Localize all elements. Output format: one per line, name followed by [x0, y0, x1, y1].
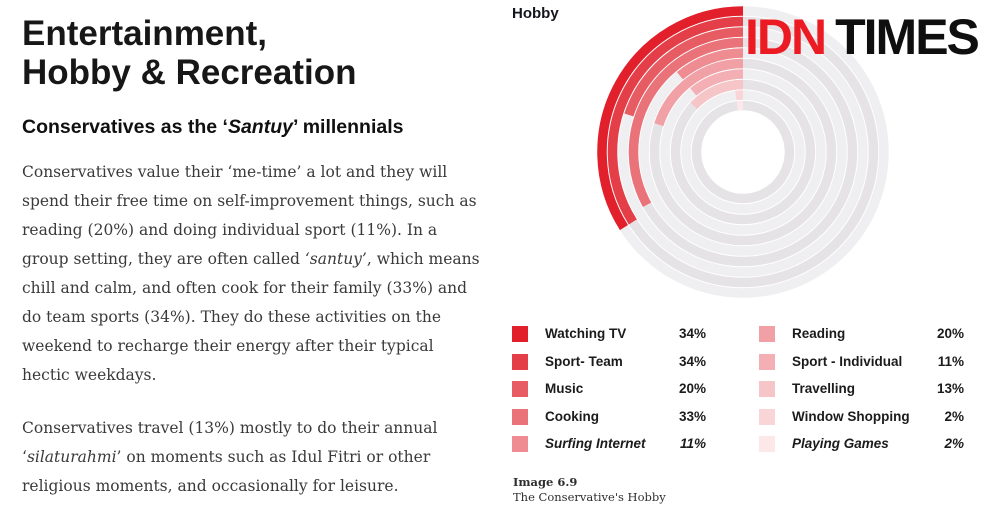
legend-label: Travelling: [792, 381, 856, 396]
page-subtitle: Conservatives as the ‘Santuy’ millennial…: [22, 115, 480, 139]
legend-swatch: [759, 353, 775, 370]
ring-track: [681, 90, 805, 214]
ring-arc: [690, 69, 744, 96]
text-segment: ‘santuy’: [304, 250, 367, 268]
legend-value: 34%: [678, 326, 706, 341]
legend-swatch: [512, 326, 528, 342]
legend-item: Reading 20%: [759, 326, 964, 342]
legend-value: 11%: [679, 436, 706, 451]
legend-label: Music: [545, 381, 584, 396]
legend-label: Playing Games: [792, 436, 889, 451]
legend-label: Reading: [792, 326, 846, 341]
page-title-line-1: Entertainment,: [22, 14, 268, 53]
caption-subtitle: The Conservative's Hobby: [513, 490, 666, 504]
legend-value: 20%: [678, 381, 706, 396]
legend-swatch: [512, 381, 528, 397]
legend-label: Sport - Individual: [792, 353, 903, 369]
legend-item: Travelling 13%: [759, 381, 964, 397]
legend-item: Sport - Individual 11%: [759, 353, 964, 370]
legend-value: 2%: [944, 436, 964, 451]
legend-value: 13%: [936, 381, 964, 396]
ring-arc: [597, 6, 744, 231]
text-segment: Conservatives as the ‘: [22, 116, 228, 138]
ring-arc: [624, 27, 744, 117]
legend-column-1: Watching TV 34% Sport- Team 34% Music 20% Cook…: [512, 326, 706, 464]
legend-item: Surfing Internet 11%: [512, 436, 706, 452]
ring-arc: [676, 48, 744, 80]
text-segment: silaturahmi: [26, 448, 117, 466]
legend-item: Music 20%: [512, 381, 706, 397]
text-segment: ’ on moments such as Idul Fitri or other…: [22, 448, 431, 495]
text-segment: Conservatives value their ‘me-time’ a lo…: [22, 163, 477, 268]
legend-label: Sport- Team: [545, 353, 623, 369]
legend-label: Surfing Internet: [545, 436, 646, 451]
page-title: Entertainment, Hobby & Recreation: [22, 14, 480, 92]
caption-title: Image 6.9: [513, 475, 578, 489]
legend-swatch: [512, 436, 528, 452]
legend-value: 11%: [937, 353, 964, 369]
legend-value: 34%: [678, 353, 706, 369]
legend-item: Cooking 33%: [512, 408, 706, 425]
body-paragraph: Conservatives travel (13%) mostly to do …: [22, 414, 480, 501]
chart-title: Hobby: [512, 5, 559, 22]
legend-swatch: [759, 326, 775, 342]
legend-item: Sport- Team 34%: [512, 353, 706, 370]
legend-label: Cooking: [545, 408, 599, 424]
legend-column-2: Reading 20% Sport - Individual 11% Travellin…: [759, 326, 964, 464]
text-segment: ’ millennials: [292, 116, 404, 138]
logo-times-text: TIMES: [835, 9, 980, 65]
legend-swatch: [512, 353, 528, 370]
article-column: Entertainment, Hobby & Recreation Conser…: [22, 14, 480, 521]
legend-item: Watching TV 34%: [512, 326, 706, 342]
legend-swatch: [512, 408, 528, 425]
hobby-radial-chart: [597, 6, 889, 298]
legend-value: 20%: [936, 326, 964, 341]
ring-arc: [654, 58, 744, 127]
page-title-line-2: Hobby & Recreation: [22, 53, 357, 92]
body-paragraph: Conservatives value their ‘me-time’ a lo…: [22, 158, 480, 390]
text-segment: , which means chill and calm, and often …: [22, 250, 480, 384]
ring-track: [691, 100, 795, 204]
ring-arc: [607, 16, 744, 225]
legend-item: Window Shopping 2%: [759, 408, 964, 425]
legend-item: Playing Games 2%: [759, 436, 964, 452]
legend-value: 2%: [944, 408, 964, 424]
legend-value: 33%: [678, 408, 706, 424]
legend-label: Watching TV: [545, 326, 627, 341]
body-text: Conservatives value their ‘me-time’ a lo…: [22, 158, 480, 501]
logo-idn-text: IDN: [745, 9, 827, 65]
legend-swatch: [759, 381, 775, 397]
text-segment: Conservatives travel (13%) mostly to do …: [22, 419, 438, 466]
ring-arc: [690, 79, 744, 110]
image-caption: Image 6.9 The Conservative's Hobby: [513, 475, 666, 505]
legend-label: Window Shopping: [792, 408, 910, 424]
legend-swatch: [759, 408, 775, 425]
legend-swatch: [759, 436, 775, 452]
radial-chart-svg: [597, 6, 889, 298]
text-segment: Santuy: [227, 116, 293, 138]
idn-times-logo: IDN TIMES: [745, 9, 980, 65]
ring-arc: [628, 37, 744, 208]
